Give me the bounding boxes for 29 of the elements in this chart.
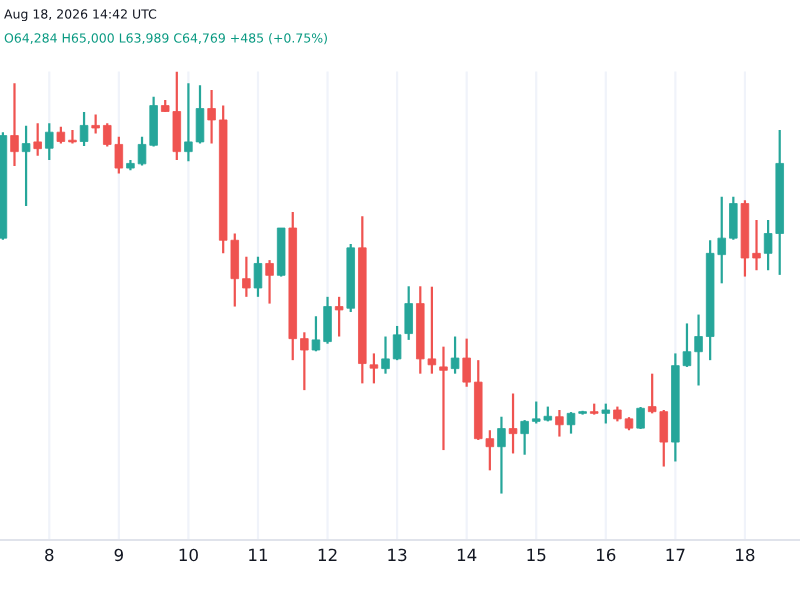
x-tick-label: 9 bbox=[114, 548, 123, 562]
candlestick bbox=[369, 352, 379, 385]
x-tick-label: 11 bbox=[249, 548, 268, 561]
candlestick bbox=[555, 408, 564, 438]
candlestick bbox=[334, 295, 344, 338]
candlestick bbox=[21, 124, 31, 208]
candlestick bbox=[508, 392, 518, 455]
x-tick-label: 14 bbox=[457, 548, 477, 561]
candlestick bbox=[253, 255, 263, 298]
x-tick-label: 13 bbox=[388, 548, 407, 562]
candlestick bbox=[45, 122, 54, 162]
x-tick-label: 10 bbox=[179, 548, 198, 562]
x-tick-label: 8 bbox=[45, 548, 54, 562]
candlestick bbox=[265, 259, 274, 305]
candlestick bbox=[79, 110, 89, 148]
x-tick-label: 15 bbox=[527, 548, 546, 562]
candlestick bbox=[404, 285, 413, 342]
x-tick-label: 17 bbox=[666, 548, 685, 561]
candlestick bbox=[497, 415, 506, 495]
candlestick bbox=[636, 405, 645, 431]
candlestick bbox=[601, 402, 611, 425]
candlestick bbox=[450, 335, 460, 375]
x-tick-label: 12 bbox=[318, 548, 337, 561]
x-tick-label: 18 bbox=[736, 548, 755, 562]
candlestick bbox=[439, 345, 448, 452]
x-tick-label: 16 bbox=[597, 548, 616, 562]
candlestick bbox=[276, 226, 286, 278]
candlestick bbox=[10, 82, 19, 168]
candlestick bbox=[33, 122, 42, 157]
